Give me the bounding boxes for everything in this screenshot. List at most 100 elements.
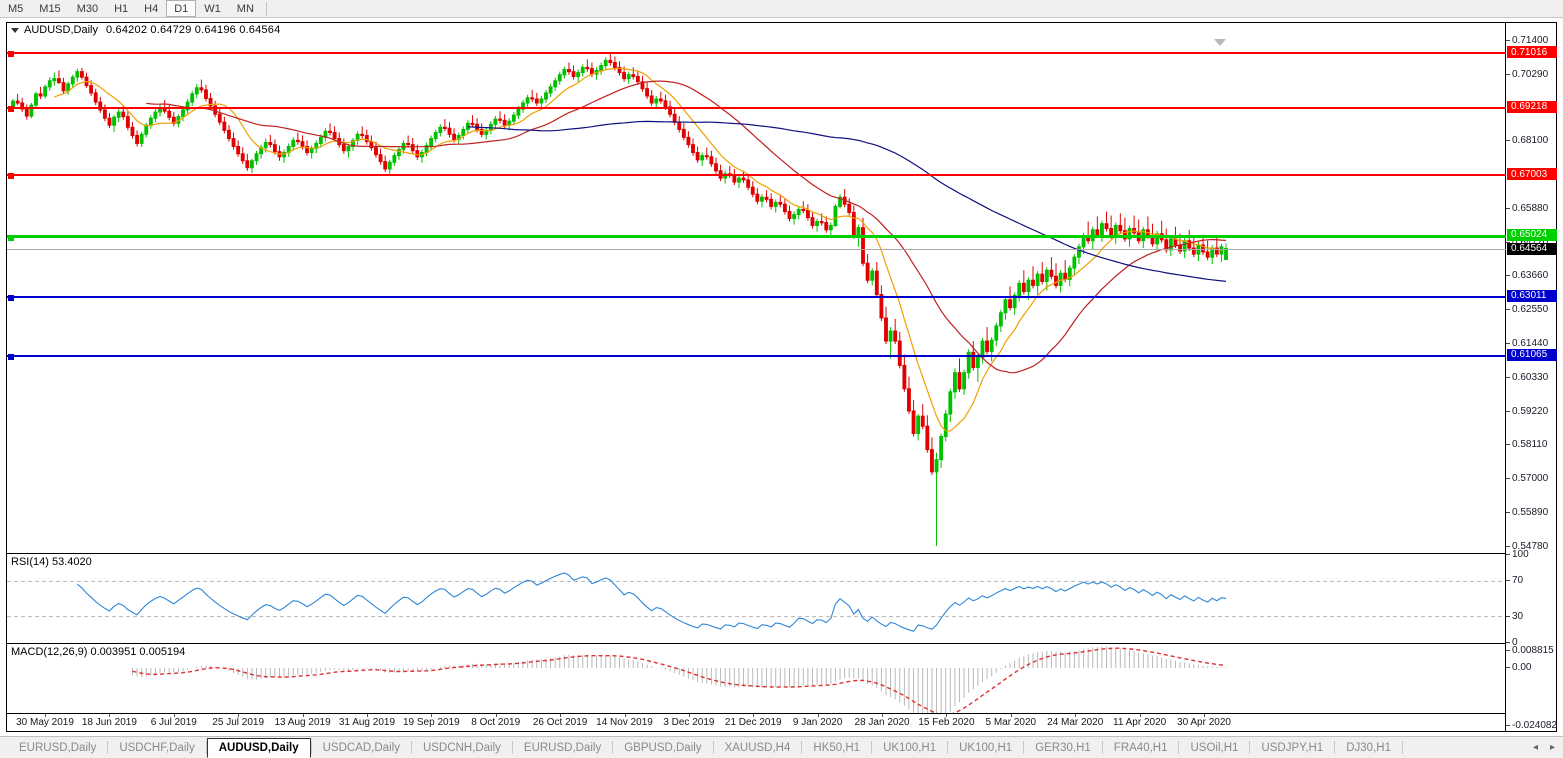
chart-tab-usdcnh-daily[interactable]: USDCNH,Daily <box>422 741 501 754</box>
tick-mark-icon <box>1506 667 1510 669</box>
date-axis-label: 24 Mar 2020 <box>1047 717 1104 728</box>
symbol-header: AUDUSD,Daily 0.64202 0.64729 0.64196 0.6… <box>7 23 280 37</box>
tab-divider <box>871 741 873 754</box>
chart-tab-dj30-h1[interactable]: DJ30,H1 <box>1346 741 1391 754</box>
tab-divider <box>1334 741 1336 754</box>
chart-frame[interactable]: AUDUSD,Daily 0.64202 0.64729 0.64196 0.6… <box>6 22 1557 732</box>
timeframe-button-d1[interactable]: D1 <box>166 0 197 17</box>
level-line-last-price-line[interactable] <box>7 248 1506 250</box>
tab-next-icon[interactable]: ▸ <box>1549 742 1555 753</box>
macd-indicator-label: MACD(12,26,9) 0.003951 0.005194 <box>11 646 186 658</box>
date-grid-mark <box>431 714 433 717</box>
level-handle[interactable] <box>8 294 14 301</box>
chart-tab-xauusd-h4[interactable]: XAUUSD,H4 <box>724 741 791 754</box>
chart-tab-usdcad-daily[interactable]: USDCAD,Daily <box>322 741 400 754</box>
price-badge-support[interactable]: 0.61065 <box>1507 348 1557 361</box>
date-axis-label: 31 Aug 2019 <box>338 717 396 728</box>
tick-mark-icon <box>1506 275 1510 277</box>
level-handle[interactable] <box>8 173 14 180</box>
chart-tab-ger30-h1[interactable]: GER30,H1 <box>1035 741 1091 754</box>
date-grid-mark <box>366 714 368 717</box>
price-badge-resistance[interactable]: 0.67003 <box>1507 168 1557 181</box>
MA-slow <box>467 120 1227 282</box>
chart-tab-fra40-h1[interactable]: FRA40,H1 <box>1113 741 1168 754</box>
price-axis[interactable]: 0.71400 0.70290 0.68100 0.65880 0.64770 0.636… <box>1505 23 1557 731</box>
price-badge-pivot[interactable]: 0.65024 <box>1507 228 1557 241</box>
MA-medium <box>146 80 1227 374</box>
price-axis-tick: 0.64770 <box>1506 237 1557 248</box>
date-axis-label: 15 Feb 2020 <box>918 717 975 728</box>
tab-divider <box>1023 741 1025 754</box>
tick-mark-icon <box>1506 642 1510 643</box>
level-line-resistance-3[interactable] <box>7 173 1506 180</box>
level-handle[interactable] <box>8 106 14 112</box>
tab-divider <box>310 741 312 754</box>
tab-divider <box>801 741 803 754</box>
date-axis-label: 25 Jul 2019 <box>212 717 265 728</box>
tick-mark-icon <box>1506 545 1510 547</box>
timeframe-button-w1[interactable]: W1 <box>204 2 221 15</box>
chart-tab-usdjpy-h1[interactable]: USDJPY,H1 <box>1261 741 1324 754</box>
level-line-resistance-1[interactable] <box>7 51 1506 58</box>
price-axis-tick: 0.55890 <box>1506 507 1557 518</box>
price-badge-resistance[interactable]: 0.69218 <box>1507 100 1557 113</box>
date-grid-mark <box>560 714 562 717</box>
price-axis-tick: 0.65880 <box>1506 203 1557 214</box>
macd-pane[interactable] <box>7 645 1506 731</box>
rsi-axis-tick: 100 <box>1506 549 1529 560</box>
level-handle[interactable] <box>8 353 14 360</box>
date-axis-label: 14 Nov 2019 <box>596 717 653 728</box>
price-badge-last-price[interactable]: 0.64564 <box>1507 242 1557 255</box>
price-axis-tick: 0.70290 <box>1506 69 1557 80</box>
tab-prev-icon[interactable]: ◂ <box>1532 742 1538 753</box>
chart-tab-eurusd-daily[interactable]: EURUSD,Daily <box>523 741 602 754</box>
chart-tab-usdchf-daily[interactable]: USDCHF,Daily <box>119 741 195 754</box>
level-line-pivot[interactable] <box>7 234 1506 241</box>
toolbar-divider <box>265 1 267 16</box>
date-grid-mark <box>45 714 46 717</box>
chart-tab-uk100-h1[interactable]: UK100,H1 <box>959 741 1013 754</box>
chart-tab-gbpusd-daily[interactable]: GBPUSD,Daily <box>624 741 702 754</box>
date-grid-mark <box>1139 714 1141 717</box>
timeframe-button-mn[interactable]: MN <box>236 2 254 15</box>
chart-tab-eurusd-daily[interactable]: EURUSD,Daily <box>19 741 97 754</box>
date-axis-label: 30 May 2019 <box>16 717 74 728</box>
timeframe-button-m30[interactable]: M30 <box>76 2 99 15</box>
timeframe-button-m15[interactable]: M15 <box>39 2 61 15</box>
price-badge-support[interactable]: 0.63011 <box>1507 289 1557 302</box>
chart-tab-usoil-h1[interactable]: USOil,H1 <box>1190 741 1239 754</box>
tab-divider <box>205 741 207 754</box>
level-line-support-1[interactable] <box>7 294 1506 301</box>
level-line-resistance-2[interactable] <box>7 106 1506 112</box>
rsi-pane[interactable] <box>7 555 1506 643</box>
level-handle[interactable] <box>8 51 14 58</box>
timeframe-button-h1[interactable]: H1 <box>114 2 129 15</box>
tick-mark-icon <box>1506 511 1510 513</box>
chart-tab-audusd-daily[interactable]: AUDUSD,Daily <box>206 738 311 758</box>
chart-ohlc-values: 0.64202 0.64729 0.64196 0.64564 <box>105 24 281 36</box>
price-axis-tick: 0.68100 <box>1506 135 1557 146</box>
tick-mark-icon <box>1506 376 1510 378</box>
date-axis-label: 5 Mar 2020 <box>985 717 1037 728</box>
level-handle[interactable] <box>8 234 14 241</box>
price-axis-tick: 0.71400 <box>1506 35 1557 46</box>
timeframe-button-h4[interactable]: H4 <box>144 2 159 15</box>
rsi-axis-tick: 0 <box>1506 637 1518 648</box>
price-badge-resistance[interactable]: 0.71016 <box>1507 46 1557 59</box>
triangle-down-icon[interactable] <box>11 27 19 33</box>
price-axis-tick: 0.62550 <box>1506 304 1557 315</box>
tab-divider <box>1401 741 1403 754</box>
tab-divider <box>712 741 714 754</box>
date-axis-label: 30 Apr 2020 <box>1177 717 1231 728</box>
tick-mark-icon <box>1506 342 1510 344</box>
level-line-support-2[interactable] <box>7 353 1506 360</box>
price-axis-tick: 0.58110 <box>1506 439 1557 450</box>
chart-tab-hk50-h1[interactable]: HK50,H1 <box>813 741 861 754</box>
tick-mark-icon <box>1506 410 1510 412</box>
price-axis-tick: 0.59220 <box>1506 406 1557 417</box>
chart-tab-bar[interactable]: EURUSD,Daily USDCHF,Daily AUDUSD,Daily USDC… <box>0 736 1563 758</box>
chart-tab-uk100-h1[interactable]: UK100,H1 <box>883 741 937 754</box>
timeframe-button-m5[interactable]: M5 <box>8 2 24 15</box>
tick-mark-icon <box>1506 478 1510 479</box>
tab-navigation[interactable]: ◂ ▸ <box>1533 737 1563 758</box>
